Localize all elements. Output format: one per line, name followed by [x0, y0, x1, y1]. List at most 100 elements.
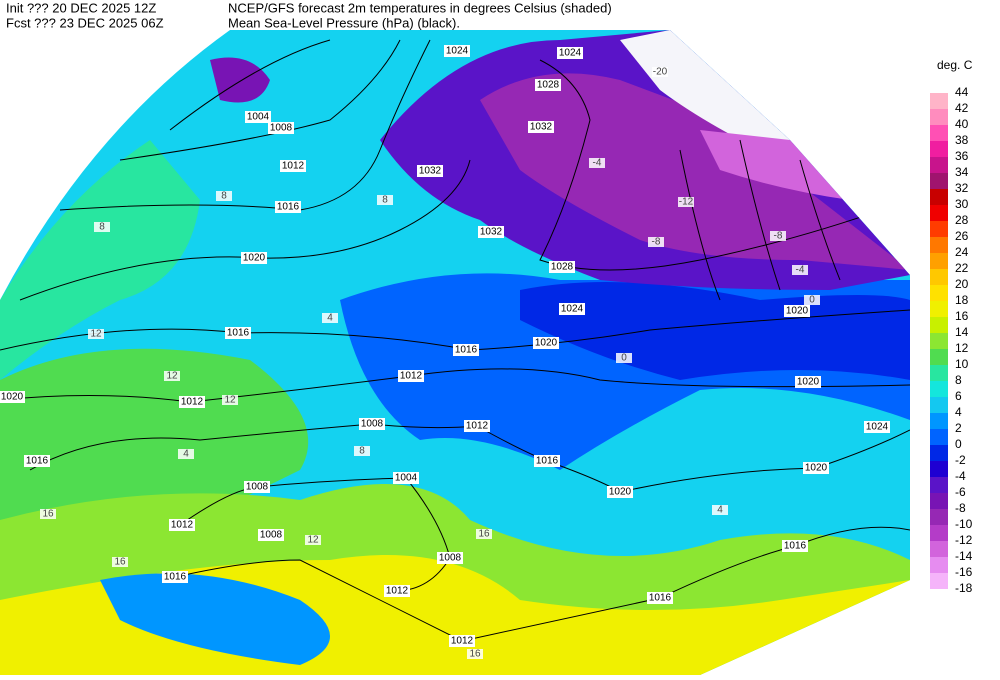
colorbar-swatch [930, 141, 948, 157]
colorbar-unit: deg. C [937, 58, 973, 72]
isobar-label: 1020 [797, 377, 820, 388]
isobar-label-box [244, 481, 270, 493]
isobar-label-box [0, 391, 25, 403]
warm-atlantic [0, 140, 200, 380]
isobar-label: 1012 [451, 636, 474, 647]
colorbar-label: 44 [955, 85, 969, 99]
isobar-label-box [437, 552, 463, 564]
temperature-label: 0 [621, 353, 627, 364]
isobar-label: 1024 [561, 304, 584, 315]
isobar-label: 1020 [1, 392, 24, 403]
colorbar-swatch [930, 461, 948, 477]
temperature-label-box [648, 237, 664, 247]
isobar [119, 39, 401, 161]
colorbar-swatch [930, 93, 948, 109]
isobar-label-box [268, 122, 294, 134]
deep-cold [700, 130, 850, 200]
temperature-label-box [164, 371, 180, 381]
colorbar-label: 38 [955, 133, 969, 147]
isobar-label: 1008 [246, 482, 269, 493]
isobar-label: 1012 [400, 371, 423, 382]
isobar-label: 1016 [649, 593, 672, 604]
isobar-label-box [864, 421, 890, 433]
fcst-label: Fcst ??? 23 DEC 2025 06Z [6, 15, 164, 30]
temperature-label: 12 [90, 329, 102, 340]
init-label: Init ??? 20 DEC 2025 12Z [6, 0, 156, 15]
isobar-label: 1028 [537, 80, 560, 91]
isobar-label-box [559, 303, 585, 315]
colorbar-swatch [930, 237, 948, 253]
temperature-label: -4 [796, 265, 805, 276]
isobar-label-box [24, 455, 50, 467]
temperature-label: 0 [809, 295, 815, 306]
colorbar-swatch [930, 557, 948, 573]
temperature-label-box [652, 67, 668, 77]
isobar-label-box [359, 418, 385, 430]
isobar-label-box [169, 519, 195, 531]
colorbar-label: -2 [955, 453, 966, 467]
colorbar-label: 24 [955, 245, 969, 259]
temperature-label: 4 [717, 505, 723, 516]
isobar-label-box [549, 261, 575, 273]
colorbar-swatch [930, 253, 948, 269]
colorbar-label: 2 [955, 421, 962, 435]
isobar-label: 1016 [536, 456, 559, 467]
temperature-label-box [770, 231, 786, 241]
isobar-label: 1016 [455, 345, 478, 356]
isobar-label: 1016 [277, 202, 300, 213]
isobar-label: 1012 [282, 161, 305, 172]
colorbar-swatch [930, 189, 948, 205]
isobar-label-box [795, 376, 821, 388]
isobar-label-box [225, 327, 251, 339]
temperature-label: 16 [114, 557, 126, 568]
isobar-label: 1008 [260, 530, 283, 541]
colorbar-swatch [930, 221, 948, 237]
isobar-label: 1032 [530, 122, 553, 133]
isobar-label: 1020 [535, 338, 558, 349]
temperature-label: -4 [593, 158, 602, 169]
colorbar-label: 42 [955, 101, 969, 115]
colorbar-label: 34 [955, 165, 969, 179]
colorbar-swatch [930, 301, 948, 317]
temperature-label-box [616, 353, 632, 363]
colorbar-label: -12 [955, 533, 973, 547]
colorbar-swatch [930, 285, 948, 301]
isobar-label: 1020 [243, 253, 266, 264]
colorbar-label: 10 [955, 357, 969, 371]
colorbar-swatch [930, 477, 948, 493]
temperature-label-box [94, 222, 110, 232]
isobar-label: 1004 [395, 473, 418, 484]
russia-cold [480, 73, 910, 270]
colorbar-label: 12 [955, 341, 969, 355]
colorbar-label: 14 [955, 325, 969, 339]
colorbar-swatch [930, 397, 948, 413]
colorbar-swatch [930, 349, 948, 365]
temperature-label-box [305, 535, 321, 545]
colorbar-swatch [930, 109, 948, 125]
isobar-label: 1016 [227, 328, 250, 339]
temperature-label-box [40, 509, 56, 519]
colorbar-label: 40 [955, 117, 969, 131]
temperature-label-box [322, 313, 338, 323]
temperature-label-box [112, 557, 128, 567]
isobar-label-box [607, 486, 633, 498]
isobar-label-box [453, 344, 479, 356]
isobar-label-box [179, 396, 205, 408]
colorbar-swatch [930, 317, 948, 333]
colorbar-swatch [930, 573, 948, 589]
colorbar-swatch [930, 493, 948, 509]
isobar-label-box [162, 571, 188, 583]
colorbar-swatch [930, 381, 948, 397]
isobar-label-box [280, 160, 306, 172]
colorbar-swatch [930, 445, 948, 461]
temperature-label-box [712, 505, 728, 515]
colorbar-swatch [930, 173, 948, 189]
temperature-label: 12 [224, 395, 236, 406]
isobar-label: 1008 [439, 553, 462, 564]
colorbar-label: 8 [955, 373, 962, 387]
colorbar-swatch [930, 429, 948, 445]
colorbar-label: -8 [955, 501, 966, 515]
temperature-label-box [88, 329, 104, 339]
